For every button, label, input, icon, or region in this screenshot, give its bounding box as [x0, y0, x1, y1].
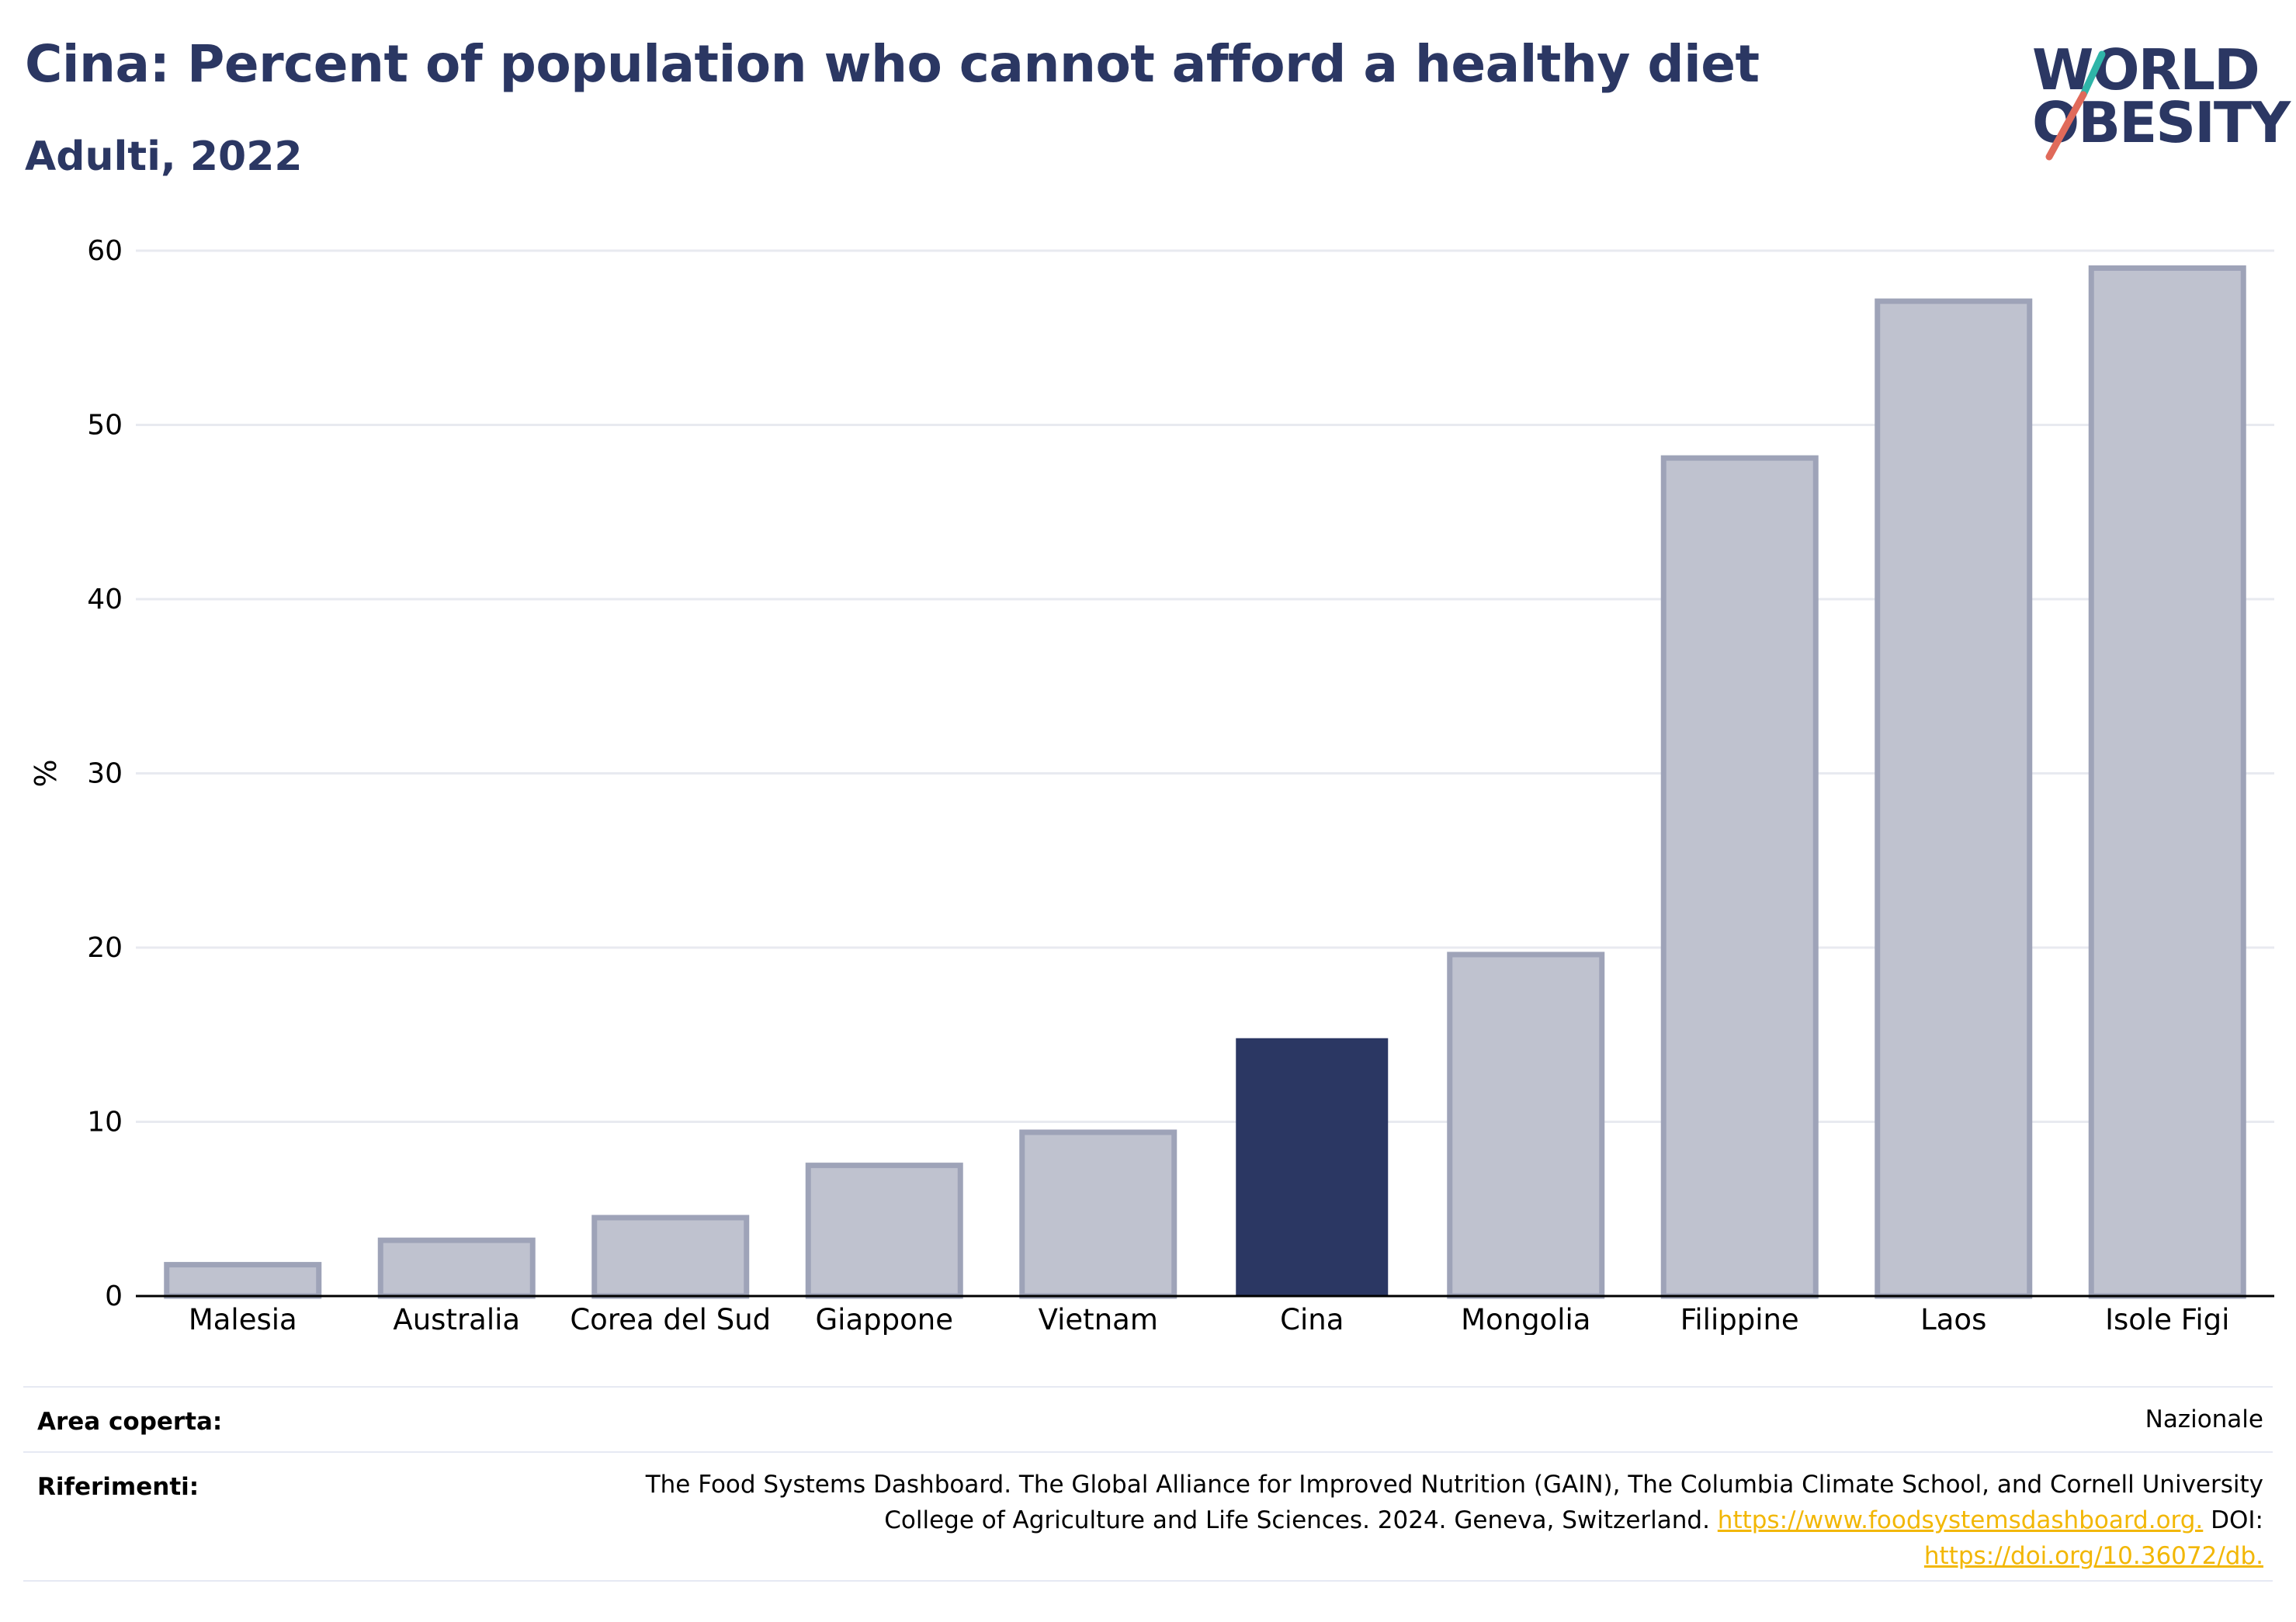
footer-divider-mid	[23, 1451, 2273, 1453]
bar	[805, 1163, 963, 1299]
bar	[1019, 1129, 1177, 1299]
doi-link[interactable]: https://doi.org/10.36072/db.	[1923, 1542, 2263, 1570]
bar-highlighted	[1236, 1038, 1389, 1296]
y-tick-label: 50	[87, 410, 123, 442]
bar	[1447, 951, 1605, 1299]
y-tick-label: 10	[87, 1107, 123, 1139]
x-tick-label: Isole Figi	[2105, 1303, 2229, 1335]
area-value: Nazionale	[2145, 1405, 2263, 1433]
chart-subtitle: Adulti, 2022	[25, 133, 303, 180]
references-line2-text: College of Agriculture and Life Sciences…	[884, 1506, 1710, 1534]
x-tick-label: Giappone	[816, 1303, 953, 1335]
x-tick-label: Mongolia	[1461, 1303, 1590, 1335]
dashboard-link[interactable]: https://www.foodsystemsdashboard.org.	[1717, 1506, 2204, 1534]
bar	[1660, 455, 1819, 1299]
x-tick-label: Cina	[1280, 1303, 1344, 1335]
y-tick-label: 40	[87, 584, 123, 615]
x-tick-label: Corea del Sud	[570, 1303, 771, 1335]
chart-title: Cina: Percent of population who cannot a…	[25, 34, 1760, 94]
logo-text-world: WORLD	[2032, 37, 2260, 102]
references-line1: The Food Systems Dashboard. The Global A…	[645, 1471, 2263, 1499]
y-tick-label: 30	[87, 758, 123, 790]
x-tick-label: Laos	[1920, 1303, 1986, 1335]
bar-chart: 0 10 20 30 40 50 60% Malesia Australia Corea del …	[29, 235, 2274, 1335]
y-axis-label: %	[29, 759, 63, 787]
bar	[377, 1237, 536, 1299]
x-tick-label: Malesia	[189, 1303, 297, 1335]
x-tick-label: Filippine	[1680, 1303, 1799, 1335]
x-tick-label: Vietnam	[1039, 1303, 1158, 1335]
y-tick-label: 0	[105, 1281, 123, 1312]
footer-divider-bottom	[23, 1580, 2273, 1582]
doi-label: DOI:	[2211, 1506, 2263, 1534]
bar	[1875, 298, 2033, 1299]
y-tick-label: 20	[87, 932, 123, 964]
references-label: Riferimenti:	[37, 1473, 199, 1501]
footer-divider-top	[23, 1386, 2273, 1388]
logo-slash-icon	[2045, 50, 2106, 161]
x-tick-label: Australia	[393, 1303, 520, 1335]
world-obesity-logo: WORLD OBESITY	[2018, 31, 2291, 171]
bar	[591, 1215, 750, 1299]
bar	[164, 1262, 322, 1299]
references-line2: College of Agriculture and Life Sciences…	[646, 1502, 2263, 1538]
y-tick-label: 60	[87, 235, 123, 267]
references-text: The Food Systems Dashboard. The Global A…	[646, 1467, 2263, 1574]
area-label: Area coperta:	[37, 1408, 223, 1436]
bar	[2088, 265, 2246, 1299]
references-line3: https://doi.org/10.36072/db.	[646, 1538, 2263, 1574]
